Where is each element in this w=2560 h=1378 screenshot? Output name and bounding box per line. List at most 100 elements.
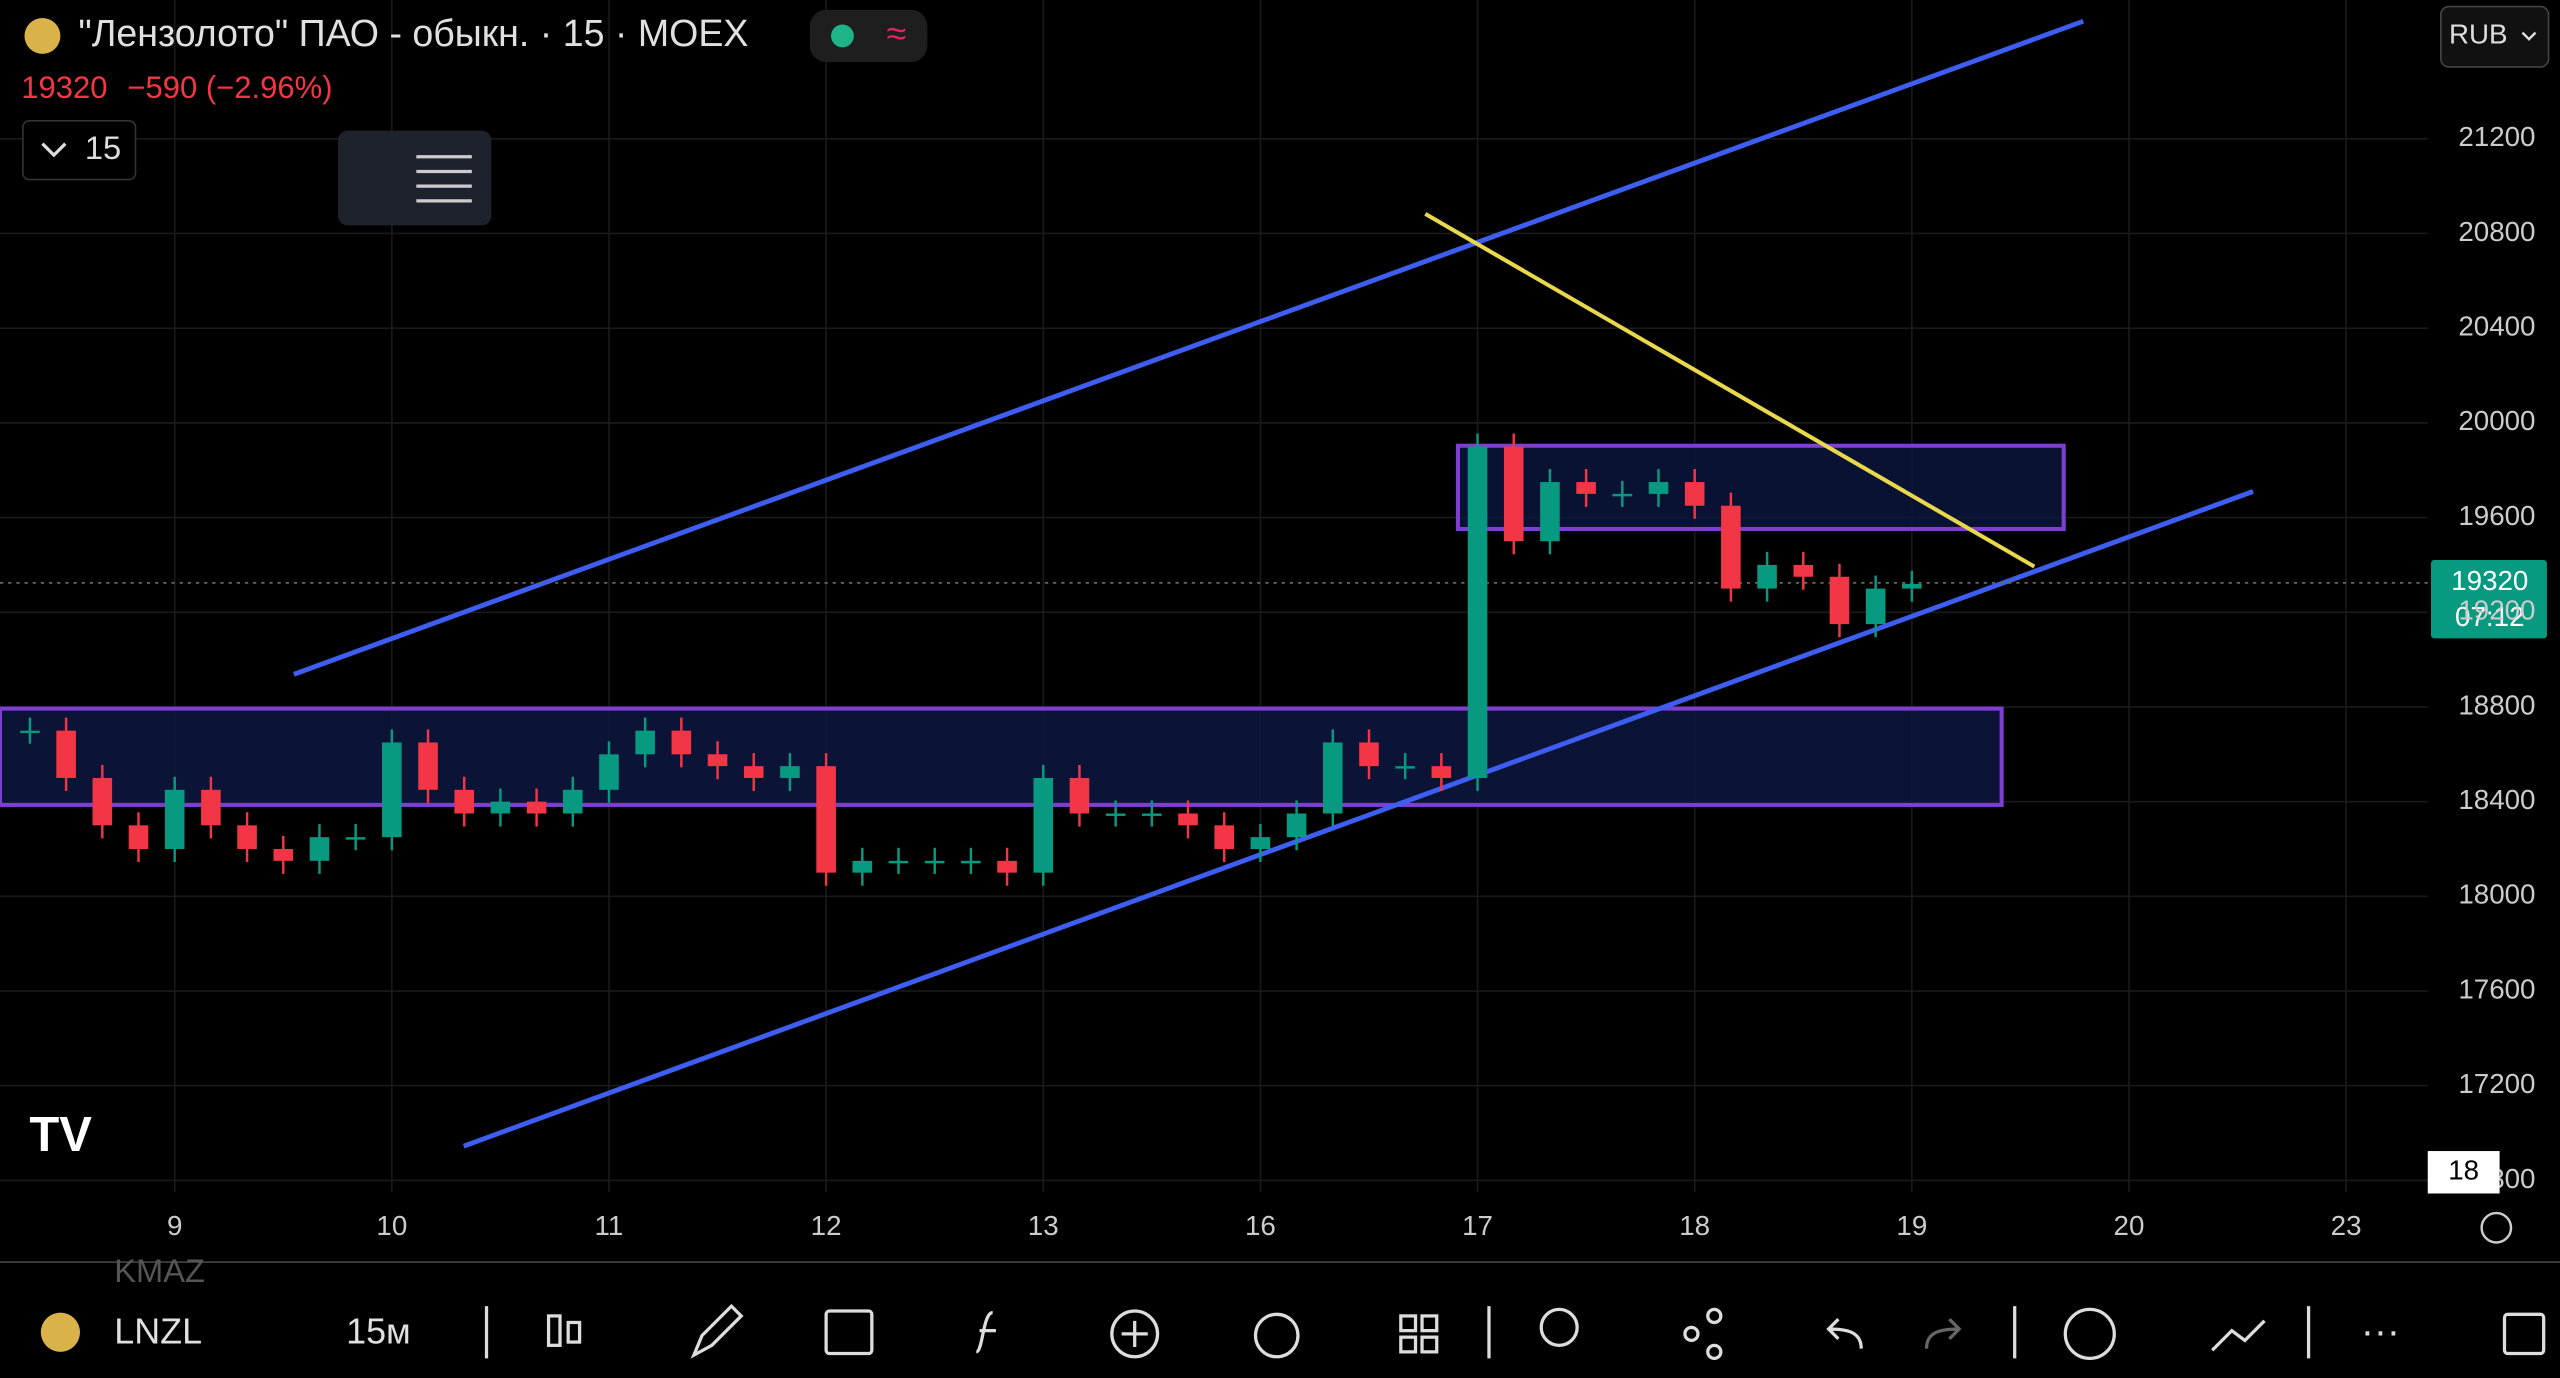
candle [164, 789, 185, 849]
x-tick-label: 23 [2331, 1210, 2362, 1241]
candle [1648, 482, 1669, 494]
candle [273, 849, 294, 861]
candle [1178, 813, 1198, 826]
candle [1033, 777, 1054, 873]
candle [743, 766, 764, 778]
candle [599, 754, 619, 790]
trend-line [1424, 212, 2036, 569]
candle [1142, 813, 1162, 816]
x-tick-label: 18 [1679, 1210, 1710, 1241]
x-tick-label: 13 [1028, 1210, 1059, 1241]
candle [924, 860, 945, 864]
candle [1431, 766, 1452, 778]
candle [1865, 588, 1886, 625]
candle [1395, 766, 1415, 769]
trend-line [462, 489, 2254, 1149]
title: "Лензолото" ПАО - обыкн. · 15 · MOEX [78, 12, 748, 54]
candle [382, 742, 402, 838]
price: 19320 [21, 70, 107, 105]
candle [1612, 493, 1633, 497]
candle [997, 860, 1017, 873]
candle [1286, 813, 1307, 838]
settings[interactable] [2480, 1211, 2513, 1244]
candle [1757, 564, 1777, 589]
x-tick-label: 9 [167, 1210, 182, 1241]
x-tick-label: 19 [1896, 1210, 1927, 1241]
y-tick-label: 19200 [2458, 595, 2535, 626]
candle [1684, 482, 1705, 506]
y-tick-label: 21200 [2458, 121, 2535, 152]
candle [128, 825, 149, 849]
candle [671, 730, 692, 755]
candle [56, 730, 76, 778]
logo [24, 17, 61, 54]
date-badge-text: 18 [2448, 1155, 2479, 1186]
candle [20, 730, 40, 734]
y-tick-label: 17600 [2458, 973, 2535, 1004]
y-tick-label: 19600 [2458, 500, 2535, 531]
candle [1793, 564, 1814, 577]
candle [1250, 837, 1271, 849]
badge-timer: 07:12 [2455, 601, 2524, 632]
x-tick-label: 10 [376, 1210, 407, 1241]
price-badge [2431, 560, 2547, 639]
zone [0, 706, 2004, 807]
symbol-logo [40, 1312, 80, 1352]
date-badge [2427, 1151, 2500, 1194]
candle [1069, 777, 1090, 814]
x-tick-label: 17 [1462, 1210, 1493, 1241]
interval-button[interactable] [22, 120, 137, 181]
currency-button[interactable] [2440, 5, 2550, 68]
candle [1322, 742, 1343, 814]
candle [92, 777, 113, 826]
candle [1105, 813, 1126, 816]
watch-symbol: KMAZ [114, 1252, 205, 1289]
candle [1359, 742, 1379, 767]
y-tick-label: 20000 [2458, 405, 2535, 436]
candle [852, 860, 873, 873]
candle [1829, 576, 1850, 625]
trend-line [293, 18, 2085, 677]
candle [418, 742, 438, 790]
candle [1467, 446, 1488, 778]
candle [1721, 505, 1741, 589]
y-tick-label: 17200 [2458, 1068, 2535, 1099]
candle [490, 801, 511, 814]
currency: RUB [2449, 18, 2508, 49]
candle [1503, 446, 1524, 542]
interval[interactable]: 15м [346, 1310, 411, 1351]
status-dot [831, 24, 854, 48]
y-tick-label: 18400 [2458, 784, 2535, 815]
status[interactable] [809, 9, 928, 63]
more[interactable]: ··· [2361, 1310, 2400, 1353]
candle [816, 766, 836, 873]
y-tick-label: 20400 [2458, 311, 2535, 342]
candle [1902, 583, 1922, 589]
candle [707, 754, 728, 767]
y-tick-label: 18000 [2458, 879, 2535, 910]
candle [1214, 825, 1235, 849]
candle [345, 837, 366, 840]
candle [780, 766, 800, 778]
candle [237, 825, 257, 849]
candle [309, 837, 330, 861]
candle [526, 801, 547, 814]
x-tick-label: 20 [2114, 1210, 2145, 1241]
y-tick-label: 18800 [2458, 689, 2535, 720]
candle [454, 789, 475, 814]
object-tree-button[interactable] [337, 130, 492, 226]
candle [1576, 482, 1596, 494]
candle [635, 730, 655, 755]
tv-logo: TV [29, 1108, 92, 1162]
badge-price: 19320 [2451, 565, 2528, 596]
change: −590 (−2.96%) [127, 70, 332, 105]
x-tick-label: 11 [595, 1210, 624, 1241]
candle [961, 860, 981, 864]
y-tick-label: 20800 [2458, 216, 2535, 247]
status-icon: ≈ [886, 12, 906, 53]
symbol[interactable]: LNZL [114, 1310, 202, 1351]
x-tick-label: 16 [1245, 1210, 1276, 1241]
candle [888, 860, 909, 864]
interval: 15 [85, 129, 121, 166]
